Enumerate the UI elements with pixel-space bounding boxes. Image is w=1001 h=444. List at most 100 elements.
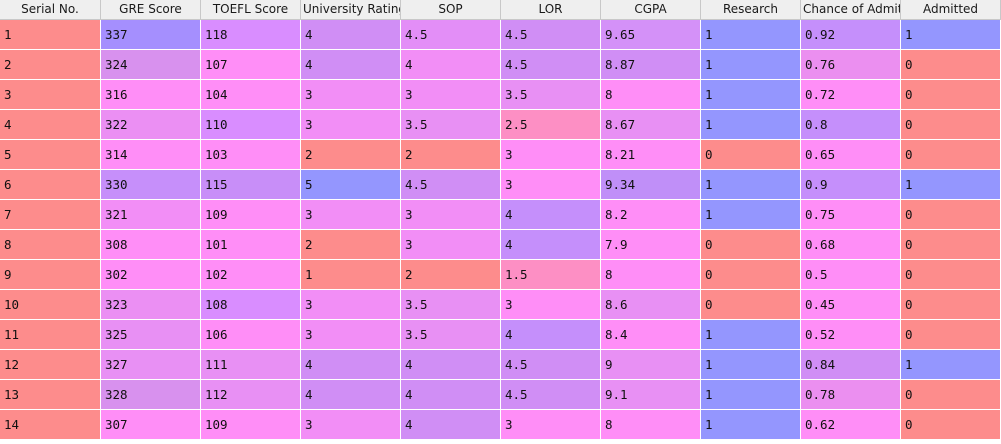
table-cell[interactable]: 322 <box>101 110 201 140</box>
table-cell[interactable]: 2 <box>401 140 501 170</box>
table-cell[interactable]: 12 <box>0 350 101 380</box>
table-cell[interactable]: 337 <box>101 20 201 50</box>
table-cell[interactable]: 0 <box>901 410 1001 440</box>
table-cell[interactable]: 2 <box>401 260 501 290</box>
table-cell[interactable]: 0 <box>701 230 801 260</box>
table-cell[interactable]: 0 <box>701 290 801 320</box>
table-cell[interactable]: 110 <box>201 110 301 140</box>
table-cell[interactable]: 3 <box>501 140 601 170</box>
table-cell[interactable]: 4.5 <box>401 170 501 200</box>
table-cell[interactable]: 9.1 <box>601 380 701 410</box>
table-cell[interactable]: 3 <box>0 80 101 110</box>
table-cell[interactable]: 4.5 <box>501 350 601 380</box>
table-cell[interactable]: 10 <box>0 290 101 320</box>
table-cell[interactable]: 8.21 <box>601 140 701 170</box>
column-header-sop[interactable]: SOP <box>401 0 501 19</box>
table-row[interactable]: 4 322 110 3 3.5 2.5 8.67 1 0.8 0 <box>0 110 1001 140</box>
table-cell[interactable]: 2 <box>301 140 401 170</box>
table-cell[interactable]: 1 <box>701 320 801 350</box>
table-cell[interactable]: 102 <box>201 260 301 290</box>
table-cell[interactable]: 112 <box>201 380 301 410</box>
table-cell[interactable]: 1.5 <box>501 260 601 290</box>
table-cell[interactable]: 107 <box>201 50 301 80</box>
column-header-gre-score[interactable]: GRE Score <box>101 0 201 19</box>
column-header-admitted[interactable]: Admitted <box>901 0 1001 19</box>
table-cell[interactable]: 4 <box>0 110 101 140</box>
table-cell[interactable]: 109 <box>201 200 301 230</box>
table-cell[interactable]: 314 <box>101 140 201 170</box>
table-cell[interactable]: 316 <box>101 80 201 110</box>
table-row[interactable]: 3 316 104 3 3 3.5 8 1 0.72 0 <box>0 80 1001 110</box>
table-cell[interactable]: 0.76 <box>801 50 901 80</box>
table-cell[interactable]: 8 <box>601 260 701 290</box>
table-cell[interactable]: 3 <box>301 110 401 140</box>
table-cell[interactable]: 3 <box>501 290 601 320</box>
table-cell[interactable]: 328 <box>101 380 201 410</box>
column-header-serial-no[interactable]: Serial No. <box>0 0 101 19</box>
table-cell[interactable]: 4.5 <box>401 20 501 50</box>
table-cell[interactable]: 0.92 <box>801 20 901 50</box>
table-cell[interactable]: 9.34 <box>601 170 701 200</box>
table-cell[interactable]: 5 <box>0 140 101 170</box>
table-cell[interactable]: 2.5 <box>501 110 601 140</box>
table-cell[interactable]: 0 <box>901 80 1001 110</box>
table-cell[interactable]: 4 <box>301 20 401 50</box>
table-cell[interactable]: 0 <box>901 230 1001 260</box>
table-cell[interactable]: 1 <box>701 50 801 80</box>
table-cell[interactable]: 3 <box>401 80 501 110</box>
table-cell[interactable]: 4.5 <box>501 50 601 80</box>
table-cell[interactable]: 3.5 <box>401 320 501 350</box>
table-cell[interactable]: 1 <box>701 170 801 200</box>
table-cell[interactable]: 4.5 <box>501 20 601 50</box>
table-cell[interactable]: 1 <box>0 20 101 50</box>
table-cell[interactable]: 0 <box>901 110 1001 140</box>
column-header-cgpa[interactable]: CGPA <box>601 0 701 19</box>
table-cell[interactable]: 4 <box>501 320 601 350</box>
table-cell[interactable]: 4 <box>401 350 501 380</box>
table-cell[interactable]: 1 <box>901 350 1001 380</box>
table-cell[interactable]: 1 <box>701 20 801 50</box>
table-cell[interactable]: 9 <box>601 350 701 380</box>
table-cell[interactable]: 108 <box>201 290 301 320</box>
table-cell[interactable]: 14 <box>0 410 101 440</box>
table-cell[interactable]: 0 <box>901 320 1001 350</box>
table-cell[interactable]: 5 <box>301 170 401 200</box>
table-cell[interactable]: 2 <box>301 230 401 260</box>
table-cell[interactable]: 0.9 <box>801 170 901 200</box>
table-cell[interactable]: 9.65 <box>601 20 701 50</box>
table-cell[interactable]: 325 <box>101 320 201 350</box>
table-cell[interactable]: 11 <box>0 320 101 350</box>
table-row[interactable]: 13 328 112 4 4 4.5 9.1 1 0.78 0 <box>0 380 1001 410</box>
table-cell[interactable]: 8.67 <box>601 110 701 140</box>
table-cell[interactable]: 1 <box>701 80 801 110</box>
table-row[interactable]: 14 307 109 3 4 3 8 1 0.62 0 <box>0 410 1001 440</box>
table-cell[interactable]: 1 <box>701 200 801 230</box>
table-cell[interactable]: 118 <box>201 20 301 50</box>
column-header-research[interactable]: Research <box>701 0 801 19</box>
table-cell[interactable]: 8 <box>0 230 101 260</box>
table-cell[interactable]: 13 <box>0 380 101 410</box>
table-cell[interactable]: 8.2 <box>601 200 701 230</box>
table-cell[interactable]: 0.5 <box>801 260 901 290</box>
column-header-toefl-score[interactable]: TOEFL Score <box>201 0 301 19</box>
table-cell[interactable]: 115 <box>201 170 301 200</box>
table-cell[interactable]: 0 <box>701 140 801 170</box>
table-cell[interactable]: 3 <box>401 200 501 230</box>
table-cell[interactable]: 104 <box>201 80 301 110</box>
table-cell[interactable]: 3 <box>301 410 401 440</box>
table-row[interactable]: 10 323 108 3 3.5 3 8.6 0 0.45 0 <box>0 290 1001 320</box>
table-cell[interactable]: 0.75 <box>801 200 901 230</box>
table-row[interactable]: 6 330 115 5 4.5 3 9.34 1 0.9 1 <box>0 170 1001 200</box>
table-cell[interactable]: 0.68 <box>801 230 901 260</box>
table-cell[interactable]: 0.65 <box>801 140 901 170</box>
table-cell[interactable]: 1 <box>901 170 1001 200</box>
table-cell[interactable]: 8 <box>601 80 701 110</box>
table-cell[interactable]: 8.6 <box>601 290 701 320</box>
table-cell[interactable]: 0 <box>901 50 1001 80</box>
table-cell[interactable]: 3 <box>301 80 401 110</box>
table-cell[interactable]: 0.8 <box>801 110 901 140</box>
table-cell[interactable]: 0.72 <box>801 80 901 110</box>
table-cell[interactable]: 109 <box>201 410 301 440</box>
table-cell[interactable]: 3 <box>501 170 601 200</box>
table-cell[interactable]: 7.9 <box>601 230 701 260</box>
